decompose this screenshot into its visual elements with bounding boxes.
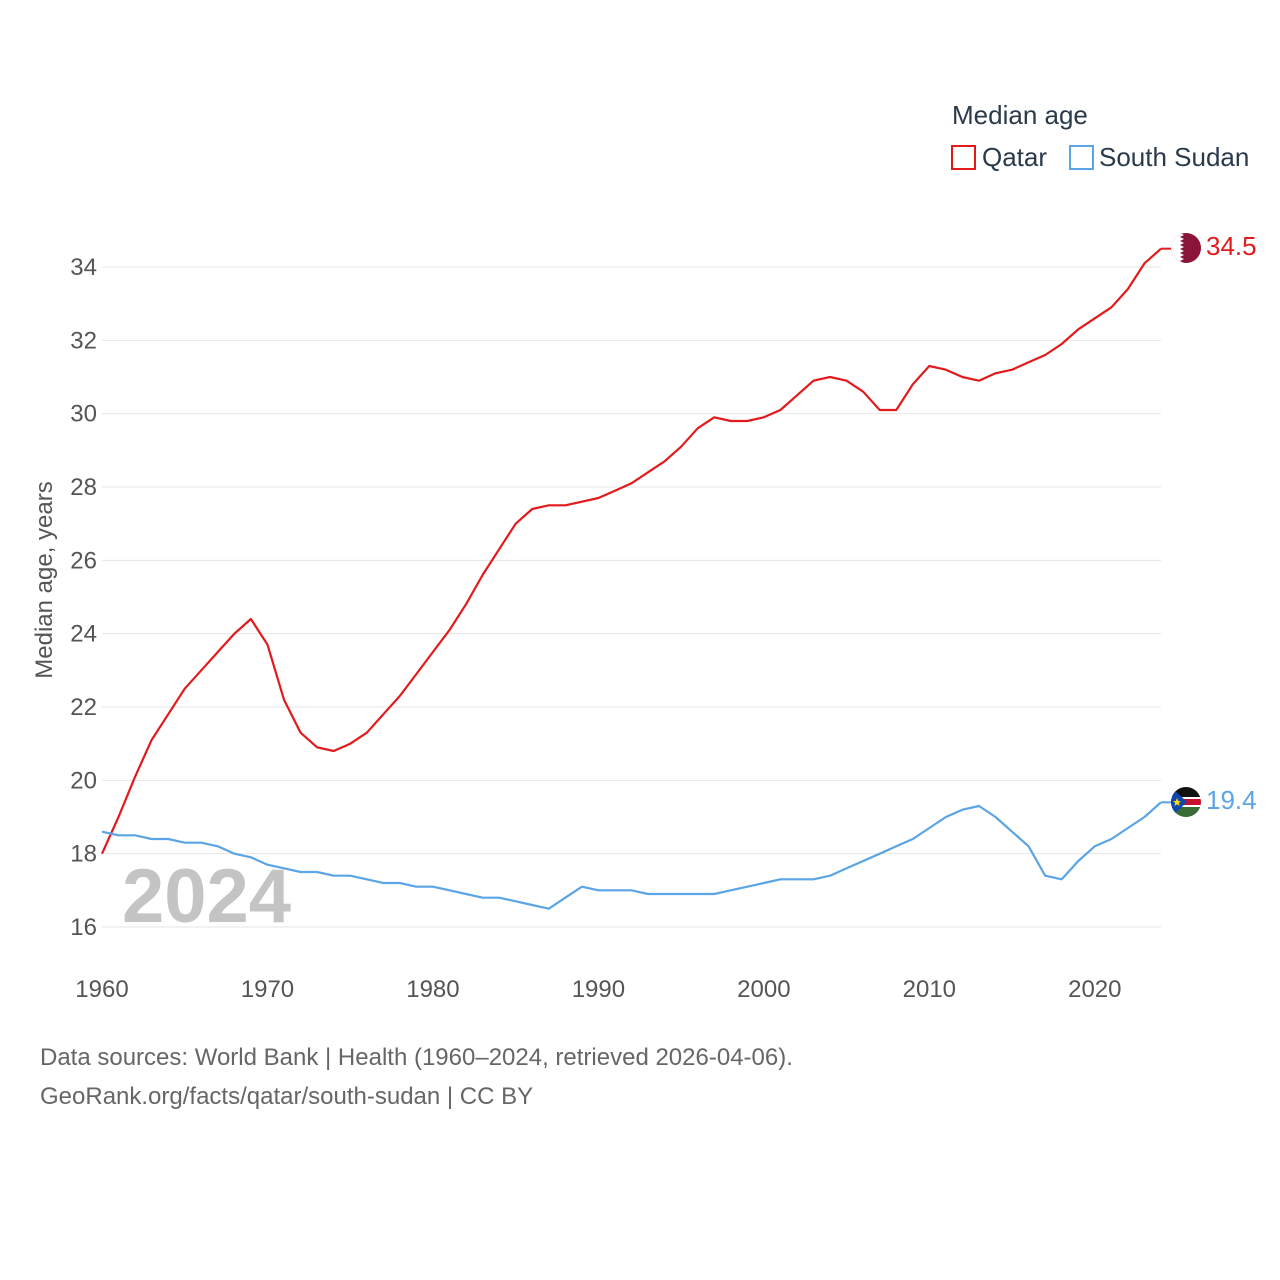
- x-tick-label-2000: 2000: [737, 976, 790, 1003]
- series-lines: [100, 247, 1172, 910]
- x-axis-ticks: 1960 1970 1980 1990 2000 2010 2020: [75, 976, 1121, 1003]
- license-note: GeoRank.org/facts/qatar/south-sudan | CC…: [40, 1083, 534, 1110]
- south-sudan-flag-icon: [1171, 787, 1201, 817]
- data-source-note: Data sources: World Bank | Health (1960–…: [40, 1044, 793, 1071]
- qatar-flag-icon: [1171, 233, 1201, 263]
- legend-swatch-qatar: [951, 145, 976, 170]
- y-tick-label-32: 32: [70, 327, 97, 354]
- y-tick-label-34: 34: [70, 254, 97, 281]
- legend-title: Median age: [952, 100, 1088, 130]
- y-tick-label-22: 22: [70, 694, 97, 721]
- y-tick-label-26: 26: [70, 547, 97, 574]
- x-tick-label-2020: 2020: [1068, 976, 1121, 1003]
- y-tick-label-30: 30: [70, 401, 97, 428]
- y-axis-title: Median age, years: [31, 481, 58, 678]
- x-tick-label-1980: 1980: [406, 976, 459, 1003]
- x-tick-label-1970: 1970: [241, 976, 294, 1003]
- x-tick-label-2010: 2010: [903, 976, 956, 1003]
- series-line-south-sudan: [101, 801, 1162, 910]
- legend-label-qatar: Qatar: [982, 142, 1047, 172]
- y-axis-ticks: 16 18 20 22 24 26 28 30 32 34: [70, 254, 97, 941]
- y-tick-label-28: 28: [70, 474, 97, 501]
- series-line-qatar: [100, 247, 1162, 855]
- legend-swatch-south-sudan: [1069, 145, 1094, 170]
- legend: Median age Qatar South Sudan: [951, 100, 1249, 172]
- year-watermark: 2024: [122, 854, 291, 939]
- y-tick-label-16: 16: [70, 914, 97, 941]
- y-tick-label-20: 20: [70, 767, 97, 794]
- y-tick-label-24: 24: [70, 621, 97, 648]
- south-sudan-end-value-label: 19.4: [1206, 785, 1257, 815]
- x-tick-label-1960: 1960: [75, 976, 128, 1003]
- y-tick-label-18: 18: [70, 841, 97, 868]
- gridlines: [102, 266, 1161, 928]
- qatar-end-value-label: 34.5: [1206, 231, 1257, 261]
- x-tick-label-1990: 1990: [572, 976, 625, 1003]
- legend-label-south-sudan: South Sudan: [1099, 142, 1249, 172]
